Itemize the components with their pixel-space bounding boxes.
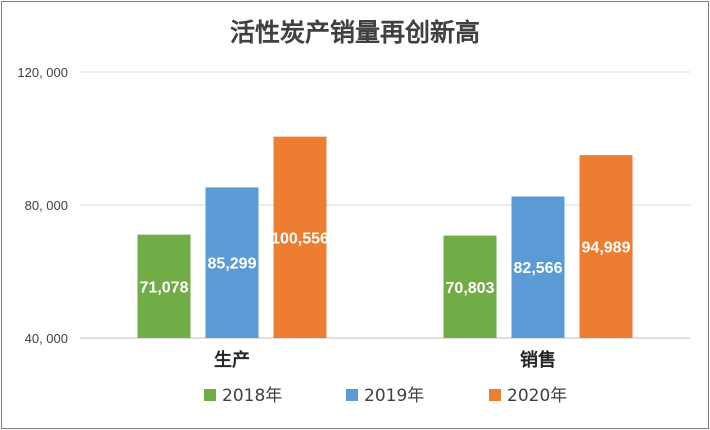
y-tick-label: 40, 000 <box>25 331 68 346</box>
data-label: 85,299 <box>208 256 257 273</box>
bars: 71,078 85,299 100,556 70,803 82,566 94,989 <box>137 136 633 338</box>
bar-2019年-销售 <box>511 196 565 338</box>
data-label: 71,078 <box>140 279 189 296</box>
legend-label: 2020年 <box>507 386 567 406</box>
data-label: 94,989 <box>582 240 631 257</box>
data-label: 82,566 <box>514 260 563 277</box>
data-label: 100,556 <box>271 230 329 247</box>
data-label: 70,803 <box>446 280 495 297</box>
bar-2018年-销售 <box>443 235 497 338</box>
chart-title: 活性炭产销量再创新高 <box>230 18 480 47</box>
category-label: 生产 <box>214 349 250 371</box>
legend: 2018年 2019年 2020年 <box>204 386 567 406</box>
y-tick-label: 80, 000 <box>25 198 68 213</box>
legend-label: 2019年 <box>364 386 424 406</box>
legend-swatch <box>204 389 216 401</box>
category-label: 销售 <box>520 349 556 371</box>
legend-swatch <box>346 389 358 401</box>
bar-2020年-生产 <box>273 136 327 338</box>
bar-2019年-生产 <box>205 187 259 338</box>
bar-2020年-销售 <box>579 155 633 338</box>
x-axis-categories: 生产 销售 <box>214 349 556 371</box>
legend-label: 2018年 <box>222 386 282 406</box>
y-axis-ticks: 40, 000 80, 000 120, 000 <box>17 65 68 346</box>
y-tick-label: 120, 000 <box>17 65 68 80</box>
bar-2018年-生产 <box>137 234 191 338</box>
legend-swatch <box>489 389 501 401</box>
